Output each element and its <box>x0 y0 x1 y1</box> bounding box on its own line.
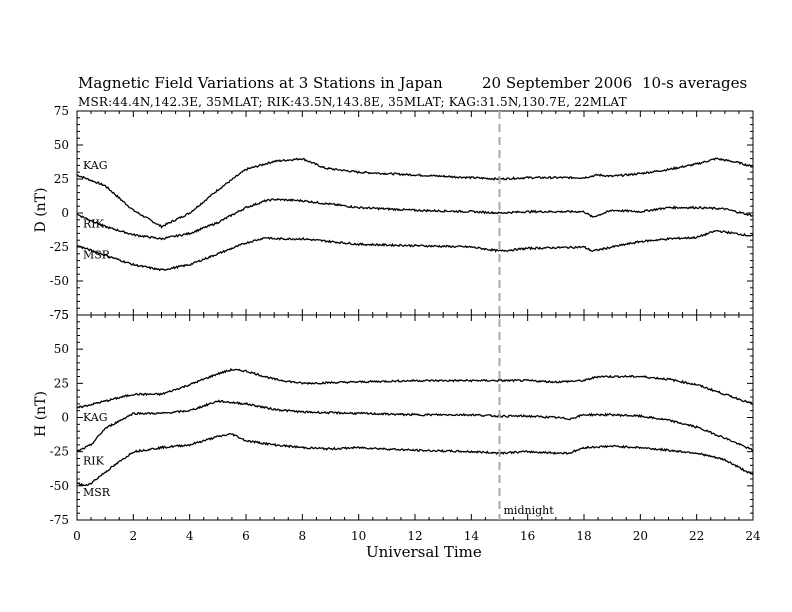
x-tick-label: 16 <box>520 529 535 543</box>
x-tick-label: 10 <box>351 529 366 543</box>
chart-title: Magnetic Field Variations at 3 Stations … <box>78 74 443 92</box>
y-tick-label: 50 <box>54 138 69 152</box>
y-tick-label: 75 <box>54 308 69 322</box>
h-axis-label: H (nT) <box>33 391 49 437</box>
y-tick-label: -25 <box>50 240 69 254</box>
x-tick-label: 8 <box>299 529 307 543</box>
series-label-RIK: RIK <box>83 455 105 468</box>
y-tick-label: -75 <box>50 513 69 527</box>
x-tick-label: 24 <box>745 529 761 543</box>
midnight-label: midnight <box>504 504 555 517</box>
y-tick-label: 25 <box>54 172 69 186</box>
series-label-KAG: KAG <box>83 411 108 424</box>
averaging-label: 10-s averages <box>642 74 748 92</box>
panel-D-frame <box>76 110 754 316</box>
series-label-RIK: RIK <box>83 217 105 230</box>
x-tick-label: 22 <box>689 529 704 543</box>
series-label-MSR: MSR <box>83 249 111 262</box>
series-H-KAG <box>76 367 754 409</box>
y-tick-label: -50 <box>50 274 69 288</box>
x-tick-label: 20 <box>633 529 648 543</box>
y-tick-label: 75 <box>54 104 69 118</box>
y-tick-label: 0 <box>61 206 69 220</box>
y-tick-label: 50 <box>54 342 69 356</box>
series-label-KAG: KAG <box>83 159 108 172</box>
series-D-MSR <box>76 229 754 272</box>
y-tick-label: 25 <box>54 376 69 390</box>
x-axis-label: Universal Time <box>366 543 482 561</box>
y-tick-label: -25 <box>50 445 69 459</box>
x-tick-label: 14 <box>464 529 480 543</box>
x-tick-label: 18 <box>576 529 591 543</box>
series-D-KAG <box>76 157 753 229</box>
y-tick-label: 0 <box>61 411 69 425</box>
stations-line: MSR:44.4N,142.3E, 35MLAT; RIK:43.5N,143.… <box>78 95 627 109</box>
series-H-RIK <box>76 399 754 452</box>
series-H-MSR <box>76 432 754 487</box>
x-tick-label: 0 <box>73 529 81 543</box>
series-label-MSR: MSR <box>83 486 111 499</box>
d-axis-label: D (nT) <box>33 187 49 233</box>
series-D-RIK <box>76 198 754 241</box>
y-tick-label: -75 <box>50 308 69 322</box>
x-tick-label: 12 <box>407 529 422 543</box>
chart-date: 20 September 2006 <box>482 74 633 92</box>
x-tick-label: 4 <box>186 529 194 543</box>
x-tick-label: 6 <box>242 529 250 543</box>
y-tick-label: -50 <box>50 479 69 493</box>
x-tick-label: 2 <box>130 529 138 543</box>
